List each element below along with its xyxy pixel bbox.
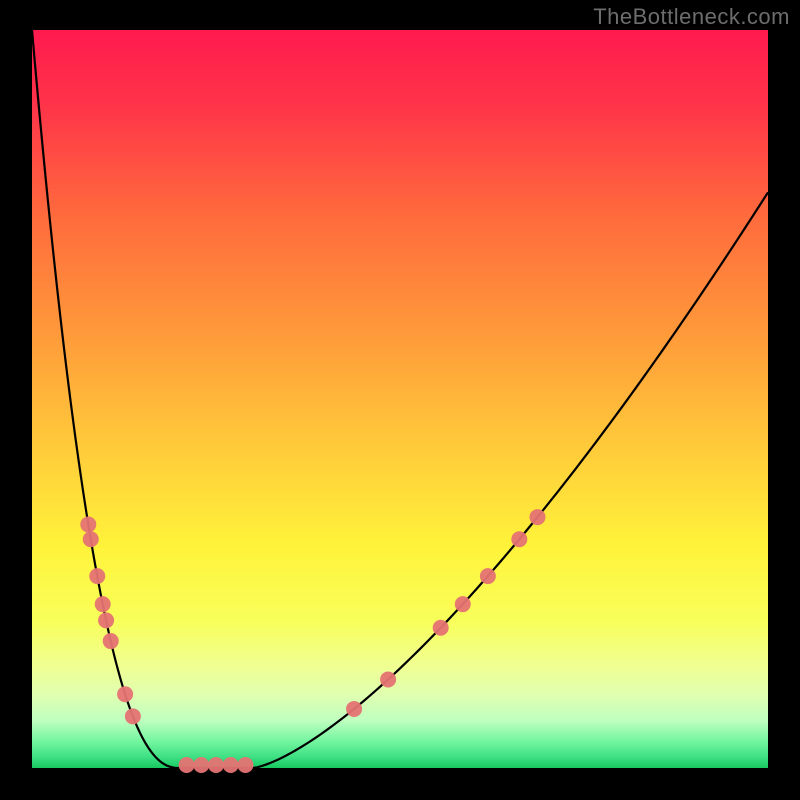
bottleneck-chart bbox=[0, 0, 800, 800]
plot-background bbox=[32, 30, 768, 768]
data-marker bbox=[83, 531, 99, 547]
data-marker bbox=[380, 671, 396, 687]
data-marker bbox=[346, 701, 362, 717]
chart-container: TheBottleneck.com bbox=[0, 0, 800, 800]
data-marker bbox=[193, 757, 209, 773]
data-marker bbox=[80, 516, 96, 532]
data-marker bbox=[511, 531, 527, 547]
data-marker bbox=[117, 686, 133, 702]
data-marker bbox=[179, 757, 195, 773]
data-marker bbox=[237, 757, 253, 773]
data-marker bbox=[103, 633, 119, 649]
data-marker bbox=[95, 596, 111, 612]
data-marker bbox=[530, 509, 546, 525]
data-marker bbox=[208, 757, 224, 773]
watermark-text: TheBottleneck.com bbox=[593, 4, 790, 30]
data-marker bbox=[455, 596, 471, 612]
data-marker bbox=[89, 568, 105, 584]
data-marker bbox=[433, 620, 449, 636]
data-marker bbox=[125, 708, 141, 724]
data-marker bbox=[480, 568, 496, 584]
data-marker bbox=[223, 757, 239, 773]
data-marker bbox=[98, 612, 114, 628]
